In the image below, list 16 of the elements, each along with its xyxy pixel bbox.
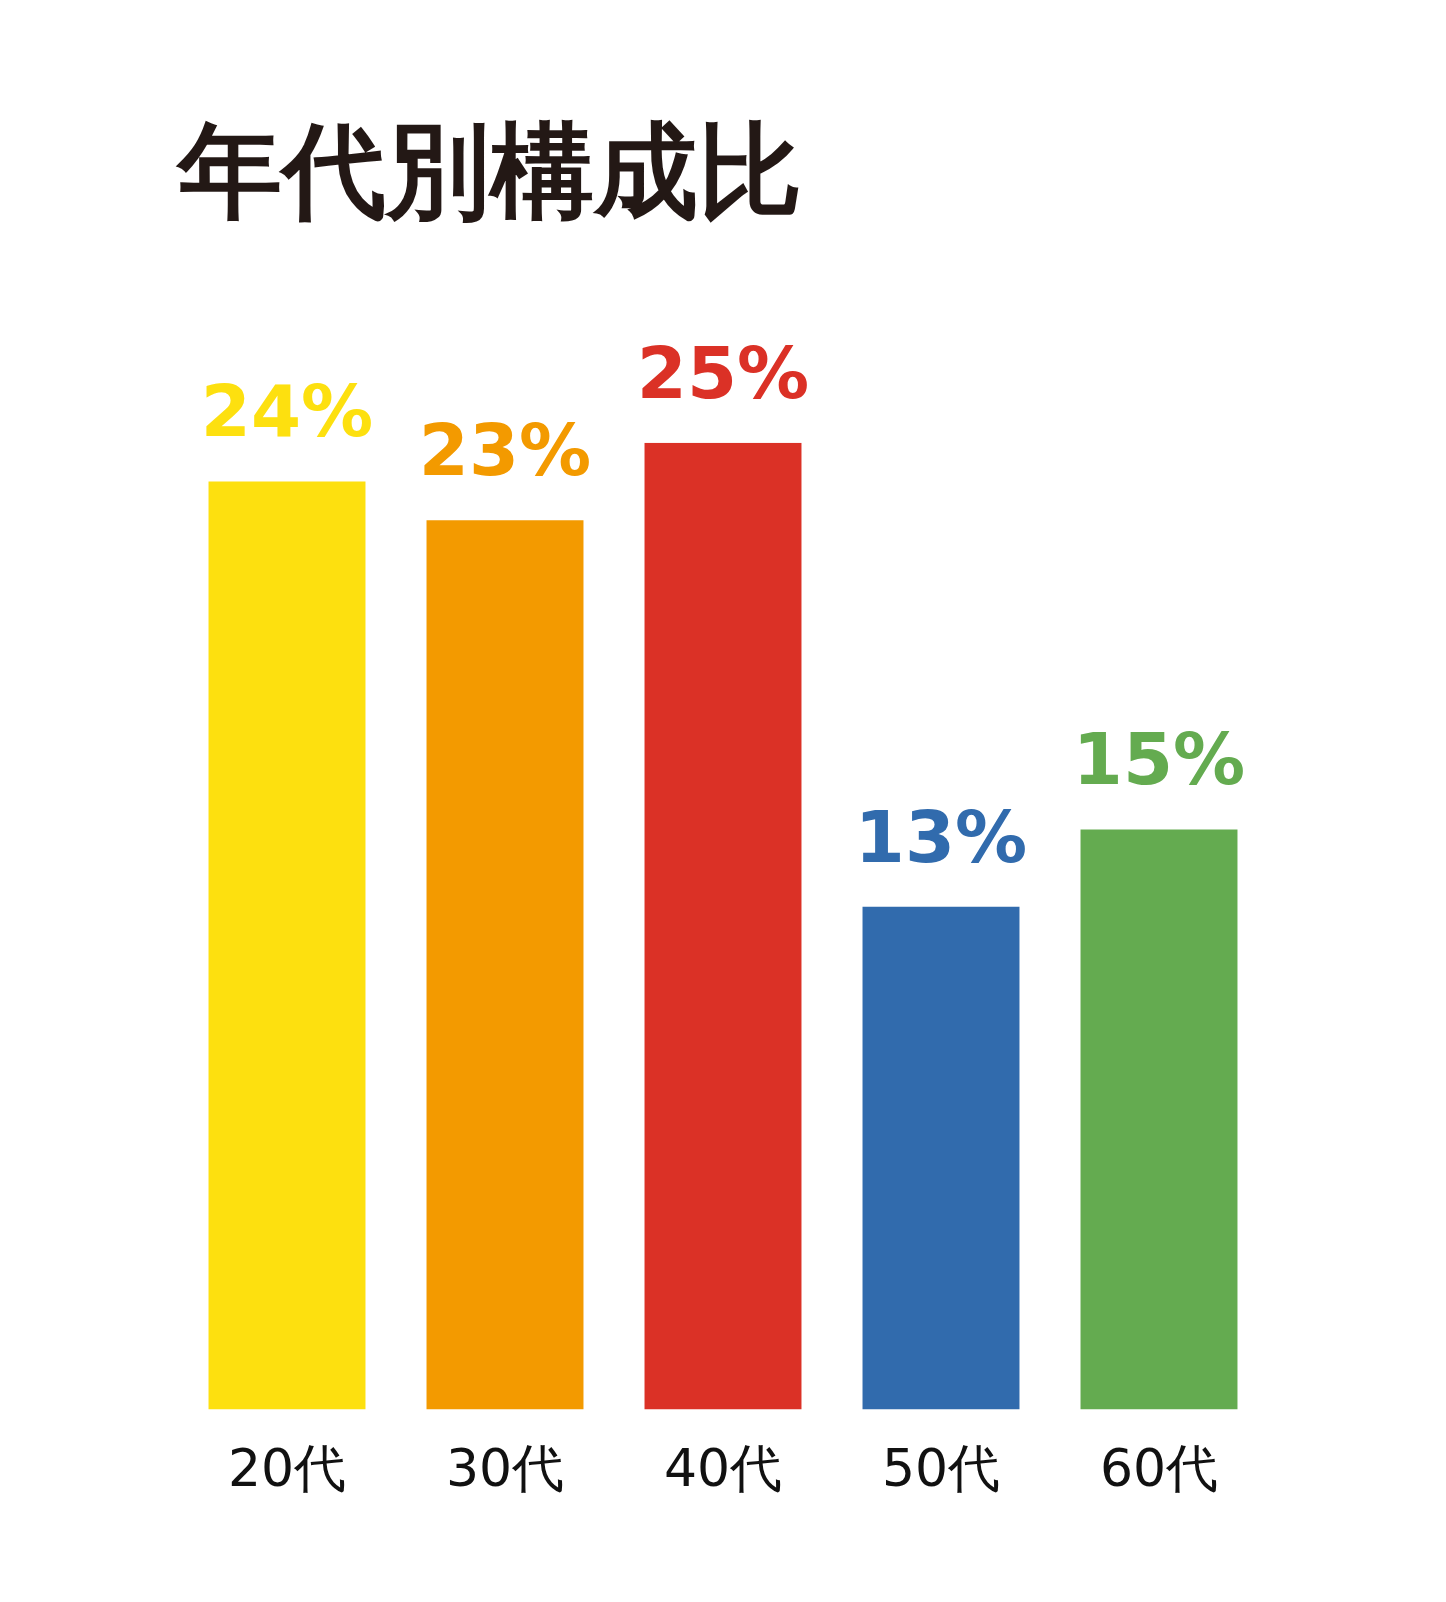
chart-title: 年代別構成比 [175,110,802,233]
data-label: 24% [200,369,374,454]
bar [1080,829,1238,1410]
data-label: 25% [636,330,810,415]
data-label: 23% [418,407,592,492]
data-label: 13% [854,794,1028,879]
bar [426,520,584,1410]
x-tick-label: 20代 [227,1438,347,1499]
bar [208,481,366,1410]
data-label: 15% [1072,717,1246,802]
x-tick-label: 40代 [663,1438,783,1499]
bar [862,906,1020,1410]
x-tick-label: 50代 [881,1438,1001,1499]
x-tick-label: 60代 [1099,1438,1219,1499]
x-tick-label: 30代 [445,1438,565,1499]
bar [644,442,802,1410]
